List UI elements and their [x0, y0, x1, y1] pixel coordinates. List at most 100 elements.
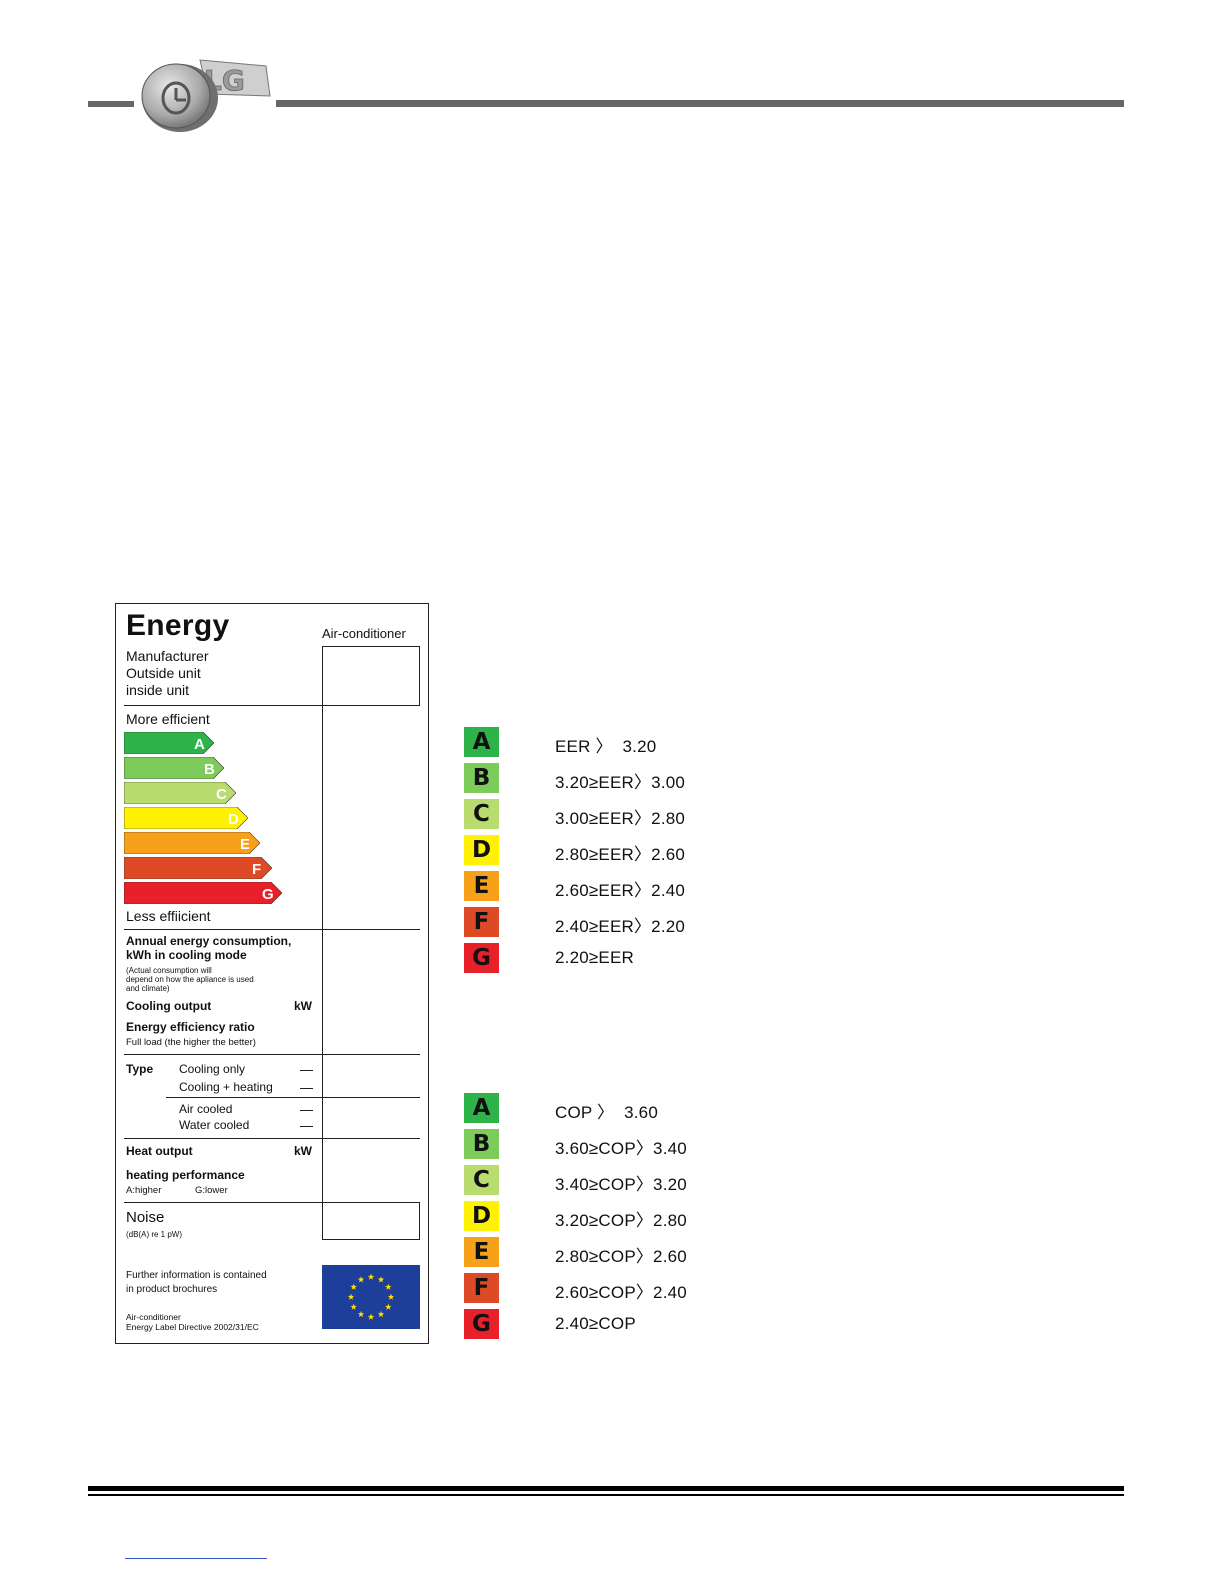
cop-row-b: B 3.60≥COP〉3.40 — [464, 1129, 764, 1159]
eer-rule: 2.20≥EER — [555, 948, 634, 967]
manufacturer-box — [322, 646, 420, 706]
cop-grade-badge: D — [464, 1201, 499, 1231]
eer-row-f: F 2.40≥EER〉2.20 — [464, 907, 764, 937]
eer-grade-badge: A — [464, 727, 499, 757]
directive-1: Air-conditioner — [126, 1312, 181, 1322]
eu-star-icon — [385, 1283, 392, 1290]
efficiency-arrow-letter: D — [228, 811, 239, 828]
cop-rule: 2.60≥COP〉2.40 — [555, 1283, 687, 1302]
eer-row-g: G 2.20≥EER — [464, 943, 764, 973]
eu-star-icon — [367, 1313, 375, 1320]
directive-2: Energy Label Directive 2002/31/EC — [126, 1322, 259, 1332]
lg-logo: LG — [141, 59, 271, 132]
inside-unit-label: inside unit — [126, 682, 190, 698]
cop-rule: 3.20≥COP〉2.80 — [555, 1211, 687, 1230]
eu-star-icon — [350, 1283, 357, 1290]
cop-grade-badge: C — [464, 1165, 499, 1195]
eu-star-icon — [387, 1293, 395, 1300]
dash — [300, 1088, 313, 1089]
efficiency-arrow-f: F — [124, 857, 272, 879]
type-cooling-only: Cooling only — [179, 1062, 246, 1076]
heating-performance-label: heating performance — [126, 1168, 245, 1182]
more-efficient-label: More efficient — [126, 711, 210, 727]
eer-row-a: A EER 〉 3.20 — [464, 727, 764, 757]
cop-row-a: A COP 〉 3.60 — [464, 1093, 764, 1123]
annual-consumption-mode: kWh in cooling mode — [126, 948, 247, 962]
consumption-note-1: (Actual consumption will — [126, 966, 212, 975]
efficiency-arrow-c: C — [124, 782, 236, 804]
eu-star-icon — [350, 1303, 357, 1310]
cop-rule: 3.40≥COP〉3.20 — [555, 1175, 687, 1194]
heat-output-label: Heat output — [126, 1144, 193, 1158]
eer-rule: EER 〉 3.20 — [555, 737, 657, 756]
efficiency-arrow-letter: F — [252, 861, 261, 878]
eer-row-e: E 2.60≥EER〉2.40 — [464, 871, 764, 901]
eu-star-icon — [367, 1273, 375, 1280]
cop-rule: 3.60≥COP〉3.40 — [555, 1139, 687, 1158]
heat-output-unit: kW — [294, 1144, 312, 1158]
outside-unit-label: Outside unit — [126, 665, 201, 681]
noise-note: (dB(A) re 1 pW) — [126, 1230, 183, 1239]
efficiency-arrow-letter: B — [204, 761, 215, 778]
divider — [124, 1138, 420, 1139]
cop-rule: 2.40≥COP — [555, 1314, 636, 1333]
cop-row-e: E 2.80≥COP〉2.60 — [464, 1237, 764, 1267]
cop-rule: 2.80≥COP〉2.60 — [555, 1247, 687, 1266]
efficiency-arrow-letter: G — [262, 886, 274, 903]
cooling-output-label: Cooling output — [126, 999, 212, 1013]
divider — [124, 705, 420, 706]
eer-grade-badge: G — [464, 943, 499, 973]
cop-row-c: C 3.40≥COP〉3.20 — [464, 1165, 764, 1195]
footer-link-underline[interactable] — [125, 1558, 267, 1559]
eer-grade-badge: B — [464, 763, 499, 793]
label-title: Energy — [126, 609, 230, 642]
cop-row-f: F 2.60≥COP〉2.40 — [464, 1273, 764, 1303]
efficiency-arrow-letter: A — [194, 736, 205, 753]
eer-note: Full load (the higher the better) — [126, 1037, 256, 1048]
eer-label: Energy efficiency ratio — [126, 1020, 255, 1034]
eer-grade-badge: E — [464, 871, 499, 901]
heating-scale-high: A:higher — [126, 1185, 162, 1196]
efficiency-arrow-b: B — [124, 757, 224, 779]
heating-scale-low: G:lower — [195, 1185, 228, 1196]
energy-label: Energy Air-conditioner Manufacturer Outs… — [115, 603, 429, 1344]
header-rule-left — [88, 101, 134, 107]
divider — [124, 929, 420, 930]
eer-rule: 3.00≥EER〉2.80 — [555, 809, 686, 828]
efficiency-arrow-letter: E — [240, 836, 250, 853]
cooling-output-unit: kW — [294, 999, 312, 1013]
eer-row-d: D 2.80≥EER〉2.60 — [464, 835, 764, 865]
dash — [300, 1110, 313, 1111]
further-info-2: in product brochures — [126, 1284, 218, 1295]
annual-consumption-label: Annual energy consumption, — [126, 934, 292, 948]
cop-grade-badge: G — [464, 1309, 499, 1339]
eu-star-icon — [377, 1310, 385, 1318]
consumption-note-2: depend on how the apliance is used — [126, 975, 254, 984]
divider — [124, 1202, 420, 1203]
manufacturer-label: Manufacturer — [126, 648, 209, 664]
cop-rule: COP 〉 3.60 — [555, 1103, 658, 1122]
column-divider — [322, 705, 323, 1240]
efficiency-arrow-e: E — [124, 832, 260, 854]
cop-grade-badge: E — [464, 1237, 499, 1267]
label-product: Air-conditioner — [322, 626, 406, 641]
eu-flag — [322, 1265, 420, 1329]
eu-star-icon — [357, 1310, 365, 1318]
eer-grade-badge: D — [464, 835, 499, 865]
eu-star-icon — [347, 1293, 355, 1300]
cop-row-g: G 2.40≥COP — [464, 1309, 764, 1339]
further-info-1: Further information is contained — [126, 1270, 267, 1281]
eu-star-icon — [377, 1276, 385, 1283]
consumption-note-3: and climate) — [126, 984, 170, 993]
footer-rule-thin — [88, 1494, 1124, 1496]
header-rule-right — [276, 100, 1124, 107]
noise-box — [322, 1202, 420, 1240]
less-efficient-label: Less effiicient — [126, 908, 211, 924]
divider — [166, 1097, 420, 1098]
noise-label: Noise — [126, 1209, 165, 1226]
dash — [300, 1070, 313, 1071]
dash — [300, 1126, 313, 1127]
efficiency-arrow-a: A — [124, 732, 214, 754]
type-air-cooled: Air cooled — [179, 1102, 233, 1116]
cop-row-d: D 3.20≥COP〉2.80 — [464, 1201, 764, 1231]
